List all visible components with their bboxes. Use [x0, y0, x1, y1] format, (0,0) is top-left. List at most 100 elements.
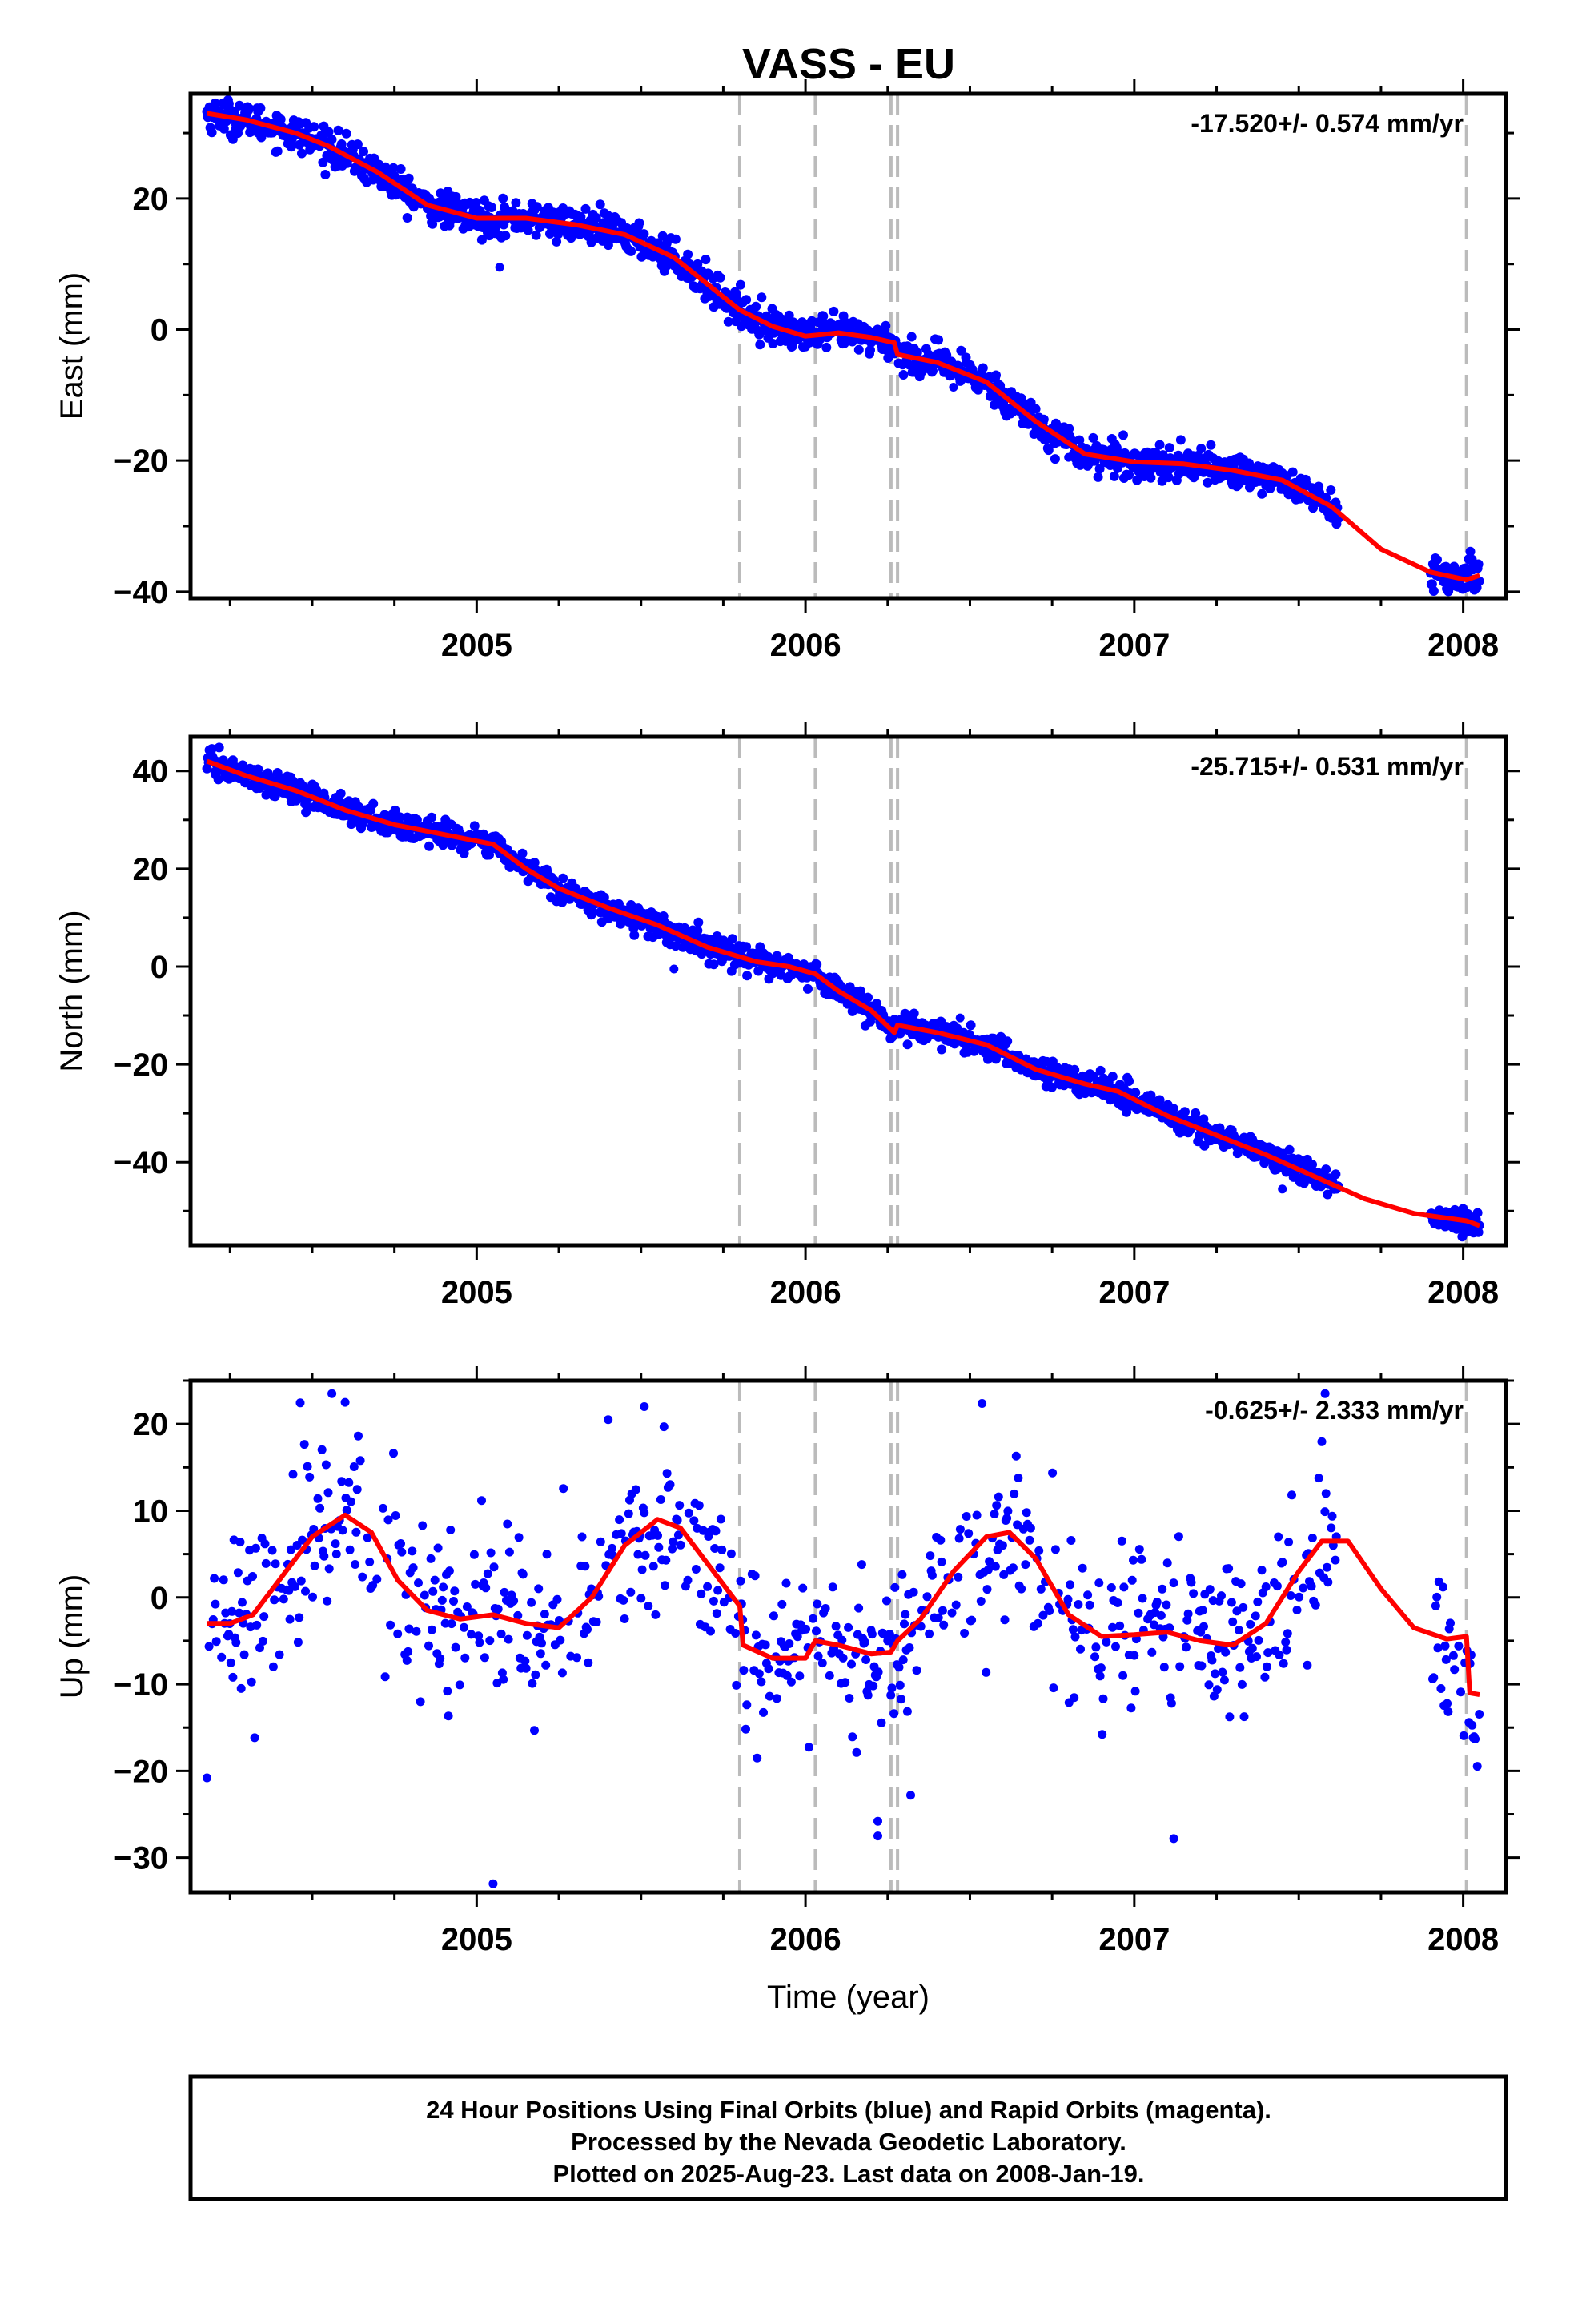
data-point	[925, 1629, 934, 1638]
data-point	[937, 1044, 947, 1055]
data-point	[928, 366, 938, 376]
data-point	[1013, 1520, 1022, 1530]
data-point	[203, 1773, 211, 1783]
data-point	[1074, 1600, 1083, 1609]
y-axis-label: East (mm)	[54, 272, 90, 420]
data-point	[447, 1619, 456, 1629]
data-point	[404, 1647, 413, 1656]
data-point	[764, 1664, 773, 1674]
data-point	[736, 279, 745, 290]
data-point	[520, 1656, 530, 1666]
data-point	[495, 263, 504, 272]
data-point	[604, 1415, 613, 1425]
data-point	[818, 311, 829, 321]
data-point	[634, 218, 644, 228]
data-point	[439, 1582, 448, 1592]
data-point	[450, 1586, 460, 1596]
data-point	[1036, 1584, 1046, 1594]
data-point	[982, 1667, 991, 1677]
data-point	[865, 345, 875, 356]
data-point	[697, 949, 707, 959]
data-point	[1098, 1730, 1107, 1739]
data-point	[252, 1620, 262, 1630]
data-point	[967, 364, 978, 375]
data-point	[323, 1596, 332, 1606]
data-point	[315, 1503, 325, 1513]
data-point	[661, 1581, 669, 1590]
data-point	[926, 1551, 935, 1561]
data-point	[309, 1525, 319, 1534]
rate-label: -25.715+/- 0.531 mm/yr	[1191, 752, 1464, 781]
data-point	[440, 1618, 450, 1628]
data-point	[513, 1610, 523, 1620]
data-point	[626, 1587, 636, 1597]
data-point	[813, 1651, 823, 1661]
data-point	[675, 1501, 685, 1510]
data-point	[1206, 440, 1216, 450]
data-point	[1246, 1619, 1255, 1629]
data-point	[639, 229, 649, 239]
data-point	[239, 1650, 249, 1659]
x-tick-label: 2005	[441, 1275, 512, 1310]
data-point	[902, 1707, 912, 1716]
data-point	[900, 1619, 909, 1629]
data-point	[1429, 1673, 1439, 1683]
data-point	[662, 1469, 672, 1478]
data-point	[210, 1574, 219, 1583]
data-point	[230, 107, 239, 117]
data-point	[633, 1550, 643, 1559]
data-point	[1154, 440, 1165, 450]
data-point	[640, 1550, 650, 1560]
data-point	[1180, 1107, 1190, 1117]
data-point	[336, 139, 347, 149]
data-point	[446, 1526, 456, 1534]
data-point	[937, 1557, 946, 1566]
data-point	[1433, 1643, 1443, 1653]
data-point	[1448, 1651, 1458, 1660]
data-point	[1327, 1511, 1337, 1521]
data-point	[772, 1694, 781, 1703]
data-point	[867, 1630, 877, 1639]
data-point	[898, 370, 909, 380]
data-point	[433, 1543, 443, 1553]
data-point	[637, 1565, 647, 1574]
data-point	[1022, 1508, 1031, 1518]
data-point	[324, 1564, 334, 1574]
data-point	[1228, 1617, 1238, 1626]
data-point	[951, 1600, 961, 1610]
data-point	[596, 1537, 605, 1546]
data-point	[1159, 1663, 1169, 1672]
data-point	[898, 1655, 908, 1665]
data-point	[213, 774, 223, 785]
data-point	[656, 1495, 665, 1504]
data-point	[659, 1422, 669, 1432]
data-point	[761, 1640, 770, 1650]
x-axis-label: Time (year)	[767, 1980, 930, 2015]
data-point	[759, 1707, 768, 1717]
data-point	[831, 1622, 841, 1631]
data-point	[1253, 1597, 1263, 1606]
data-point	[444, 1711, 453, 1721]
data-point	[793, 1632, 802, 1642]
data-point	[542, 1550, 552, 1559]
data-point	[1475, 1710, 1484, 1719]
data-point	[493, 1604, 503, 1614]
data-point	[869, 1681, 878, 1691]
data-point	[813, 1599, 822, 1609]
data-point	[624, 1509, 633, 1518]
data-point	[751, 301, 761, 312]
data-point	[684, 1508, 693, 1518]
data-point	[863, 1691, 873, 1700]
data-point	[310, 1561, 319, 1570]
data-point	[1164, 443, 1174, 453]
data-point	[1168, 1104, 1178, 1114]
data-point	[1038, 414, 1049, 424]
data-point	[420, 1590, 429, 1600]
data-point	[536, 1649, 545, 1659]
data-point	[723, 316, 733, 327]
data-point	[1278, 1184, 1287, 1194]
data-point	[412, 1626, 421, 1636]
data-point	[344, 1478, 354, 1487]
data-point	[365, 1558, 375, 1566]
data-point	[358, 1572, 367, 1582]
